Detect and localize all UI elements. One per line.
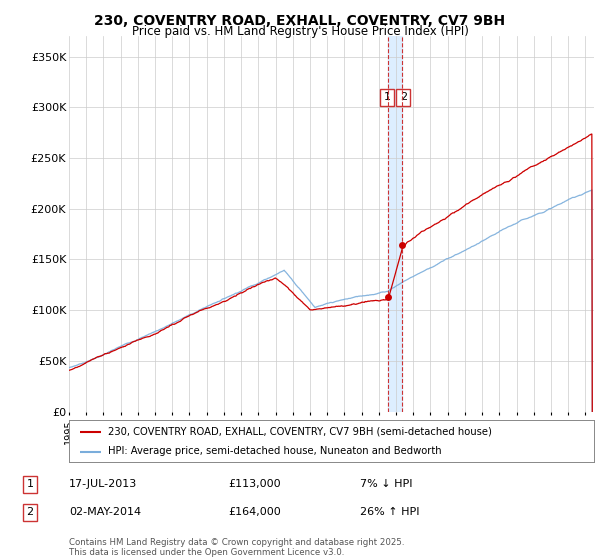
Text: 2: 2 bbox=[26, 507, 34, 517]
Text: 230, COVENTRY ROAD, EXHALL, COVENTRY, CV7 9BH (semi-detached house): 230, COVENTRY ROAD, EXHALL, COVENTRY, CV… bbox=[109, 427, 492, 437]
Bar bbox=[388, 36, 403, 412]
Text: 230, COVENTRY ROAD, EXHALL, COVENTRY, CV7 9BH: 230, COVENTRY ROAD, EXHALL, COVENTRY, CV… bbox=[94, 14, 506, 28]
Text: 1: 1 bbox=[26, 479, 34, 489]
Text: 17-JUL-2013: 17-JUL-2013 bbox=[69, 479, 137, 489]
Text: 02-MAY-2014: 02-MAY-2014 bbox=[69, 507, 141, 517]
Text: 26% ↑ HPI: 26% ↑ HPI bbox=[360, 507, 419, 517]
Text: £113,000: £113,000 bbox=[228, 479, 281, 489]
Text: 2: 2 bbox=[400, 92, 407, 102]
Text: 7% ↓ HPI: 7% ↓ HPI bbox=[360, 479, 413, 489]
Text: £164,000: £164,000 bbox=[228, 507, 281, 517]
Text: Price paid vs. HM Land Registry's House Price Index (HPI): Price paid vs. HM Land Registry's House … bbox=[131, 25, 469, 38]
Text: 1: 1 bbox=[384, 92, 391, 102]
Text: HPI: Average price, semi-detached house, Nuneaton and Bedworth: HPI: Average price, semi-detached house,… bbox=[109, 446, 442, 456]
Text: Contains HM Land Registry data © Crown copyright and database right 2025.
This d: Contains HM Land Registry data © Crown c… bbox=[69, 538, 404, 557]
